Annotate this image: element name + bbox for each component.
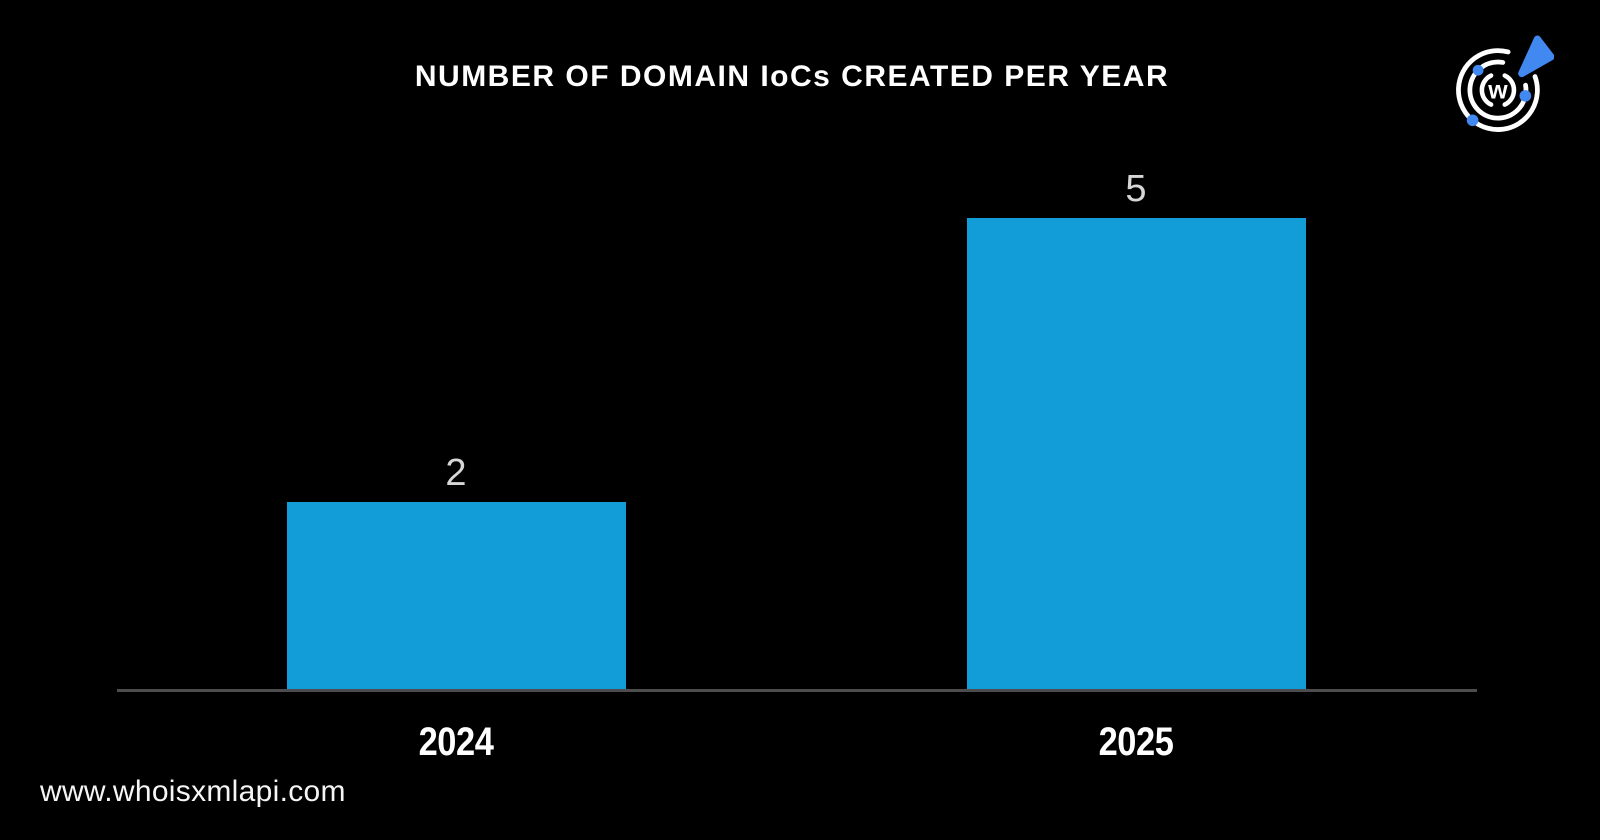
logo-inner-paren-right <box>1502 73 1517 107</box>
x-axis-label-2025: 2025 <box>1098 720 1174 764</box>
logo-dot-lower-left <box>1466 114 1479 127</box>
bar-2025 <box>966 218 1306 691</box>
bar-value-label-2025: 5 <box>1125 168 1147 210</box>
x-axis-line <box>117 689 1477 692</box>
bar-2024 <box>286 502 626 691</box>
logo-dot-upper-left <box>1472 64 1484 76</box>
logo-letter: w <box>1487 76 1508 104</box>
logo-dot-right <box>1519 90 1532 102</box>
logo-inner-paren-left <box>1479 73 1494 107</box>
x-axis-label-2024: 2024 <box>418 720 494 764</box>
whoisxmlapi-logo-icon: w <box>1456 35 1555 132</box>
logo-wedge-icon <box>1518 35 1555 78</box>
bar-value-label-2024: 2 <box>445 452 467 494</box>
chart-title: NUMBER OF DOMAIN IoCs CREATED PER YEAR <box>414 60 1170 93</box>
whoisxmlapi-logo: w <box>1446 34 1555 142</box>
website-url: www.whoisxmlapi.com <box>40 775 346 808</box>
logo-middle-ring <box>1467 59 1529 121</box>
